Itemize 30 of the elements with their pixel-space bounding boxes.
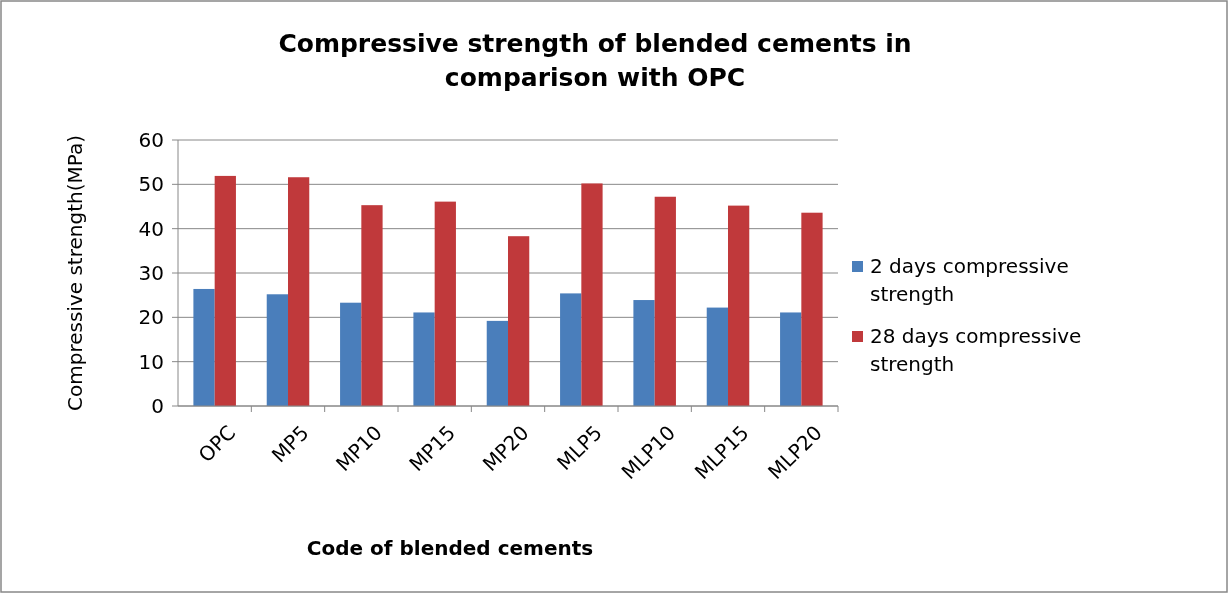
bar [508,236,530,406]
legend-label: 2 days compressive strength [870,254,1069,306]
y-axis-title: Compressive strength(MPa) [63,135,87,411]
bar [486,320,508,406]
bar [288,177,310,406]
y-tick-label: 0 [151,394,164,418]
chart-title: Compressive strength of blended cements in comparison with OPC [278,29,912,92]
bar [706,307,728,406]
bar [193,288,215,406]
bar [780,312,802,406]
bar [214,175,236,406]
bar [801,212,823,406]
bar [340,302,362,406]
y-tick-label: 30 [138,261,164,285]
y-tick-label: 40 [138,216,164,241]
bar [633,300,655,406]
y-tick-label: 10 [138,349,164,374]
y-tick-label: 50 [138,172,164,197]
bar [434,201,456,406]
bar [361,205,383,406]
bar [581,183,603,406]
y-tick-label: 60 [138,128,164,152]
bar [654,196,676,406]
bar [413,312,435,406]
bar [560,293,582,406]
y-tick-label: 20 [138,305,164,330]
bar [266,294,288,406]
x-axis-title: Code of blended cements [306,536,594,560]
legend-label: 28 days compressive strength [870,324,1082,376]
bar [728,205,750,406]
